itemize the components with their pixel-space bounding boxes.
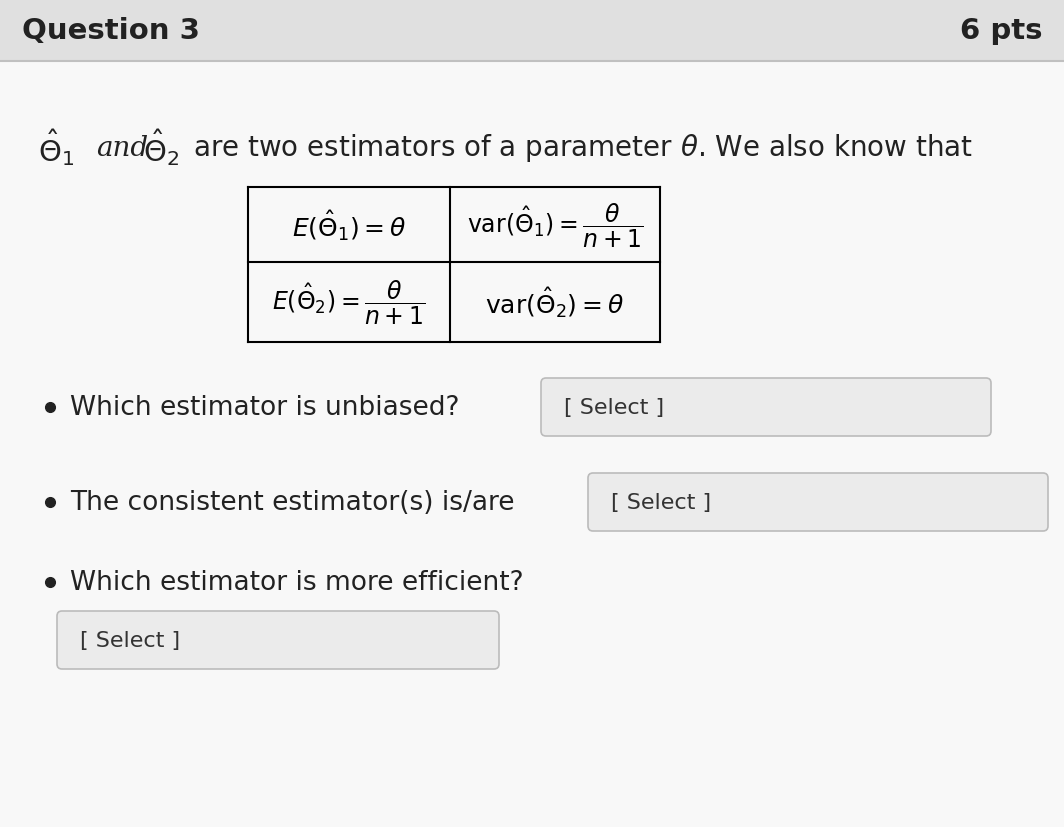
- FancyBboxPatch shape: [541, 379, 991, 437]
- Text: $\hat{\Theta}_2$: $\hat{\Theta}_2$: [143, 127, 179, 168]
- Text: [ Select ]: [ Select ]: [564, 398, 664, 418]
- FancyBboxPatch shape: [588, 473, 1048, 532]
- Bar: [0, 0, 1064, 62]
- Text: Question 3: Question 3: [22, 17, 200, 45]
- Text: [ Select ]: [ Select ]: [611, 492, 711, 513]
- Text: $E(\hat{\Theta}_2) = \dfrac{\theta}{n+1}$: $E(\hat{\Theta}_2) = \dfrac{\theta}{n+1}…: [272, 279, 426, 327]
- Text: $\mathrm{var}(\hat{\Theta}_1) = \dfrac{\theta}{n+1}$: $\mathrm{var}(\hat{\Theta}_1) = \dfrac{\…: [467, 201, 644, 250]
- Text: Which estimator is unbiased?: Which estimator is unbiased?: [70, 394, 460, 420]
- Text: are two estimators of a parameter $\theta$. We also know that: are two estimators of a parameter $\thet…: [193, 131, 972, 164]
- Text: and: and: [96, 134, 148, 161]
- Text: $\hat{\Theta}_1$: $\hat{\Theta}_1$: [38, 127, 74, 168]
- Text: $\mathrm{var}(\hat{\Theta}_2) = \theta$: $\mathrm{var}(\hat{\Theta}_2) = \theta$: [485, 285, 625, 320]
- Text: Which estimator is more efficient?: Which estimator is more efficient?: [70, 569, 523, 595]
- Text: $E(\hat{\Theta}_1) = \theta$: $E(\hat{\Theta}_1) = \theta$: [292, 208, 406, 242]
- Text: The consistent estimator(s) is/are: The consistent estimator(s) is/are: [70, 490, 515, 515]
- Text: 6 pts: 6 pts: [960, 17, 1042, 45]
- FancyBboxPatch shape: [57, 611, 499, 669]
- Text: [ Select ]: [ Select ]: [80, 630, 180, 650]
